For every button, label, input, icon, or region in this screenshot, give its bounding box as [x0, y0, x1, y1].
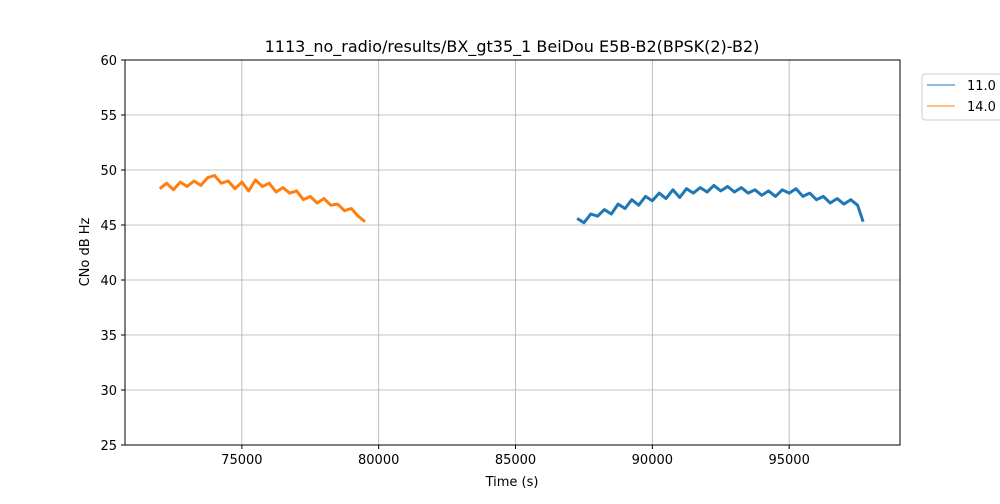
y-axis-label: CNo dB Hz: [78, 217, 93, 286]
x-tick-label: 95000: [768, 453, 809, 468]
series-line-11.0: [576, 183, 865, 225]
legend: 11.0 14.0: [921, 73, 1000, 121]
series-group: [158, 174, 865, 225]
x-tick-label: 85000: [495, 453, 536, 468]
y-tick-label: 40: [100, 274, 117, 289]
x-tick-label: 90000: [632, 453, 673, 468]
legend-box: [921, 73, 1000, 121]
y-tick-label: 45: [100, 219, 117, 234]
legend-label-14: 14.0: [967, 100, 996, 115]
y-tick-label: 35: [100, 329, 117, 344]
y-tick-label: 25: [100, 439, 117, 454]
series-line-14.0: [158, 174, 366, 223]
y-tick-label: 60: [100, 54, 117, 69]
plot-frame: [124, 59, 901, 446]
x-tick-label: 80000: [358, 453, 399, 468]
x-tick-label: 75000: [221, 453, 262, 468]
y-tick-label: 50: [100, 164, 117, 179]
y-tick-label: 55: [100, 109, 117, 124]
chart-title: 1113_no_radio/results/BX_gt35_1 BeiDou E…: [265, 37, 760, 57]
grid: [125, 59, 900, 446]
x-axis-label: Time (s): [485, 475, 539, 490]
ticks: 75000 80000 85000 90000 95000 25 30 35 40 45 50 55 6…: [100, 54, 809, 468]
legend-label-11: 11.0: [967, 79, 996, 94]
y-tick-label: 30: [100, 384, 117, 399]
